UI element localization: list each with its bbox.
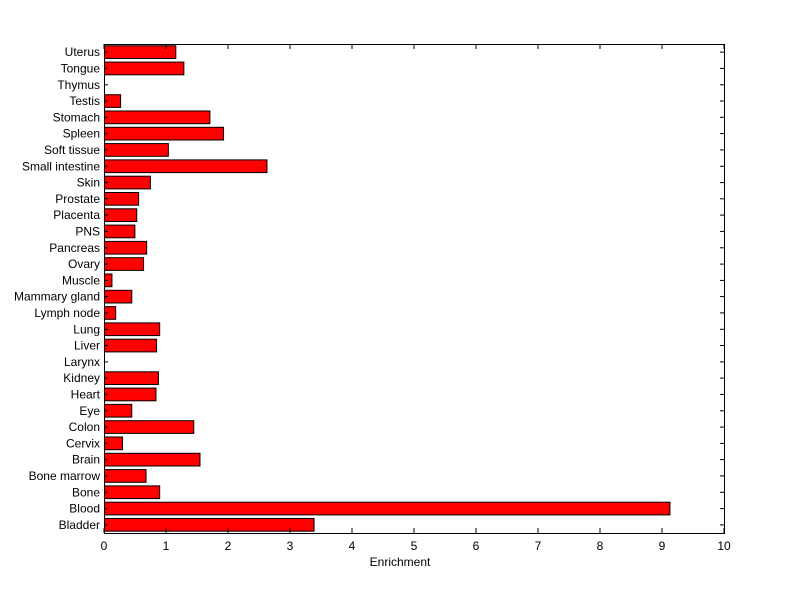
y-tick-label: Tongue	[61, 61, 101, 75]
x-tick-label: 3	[287, 539, 294, 553]
y-tick-label: Bladder	[59, 518, 100, 532]
bar-heart	[104, 387, 157, 402]
bar-placenta	[104, 208, 138, 222]
bar-bone-marrow	[104, 469, 147, 483]
y-tick-label: Larynx	[64, 355, 100, 369]
axis-ticks: Bladder Blood Bone Bone marrow Brain Cervix Co…	[14, 44, 731, 553]
bar-prostate	[104, 191, 140, 206]
y-tick-label: Placenta	[53, 208, 100, 222]
bars	[104, 45, 671, 532]
bar-mammary-gland	[104, 289, 133, 304]
x-tick-label: 6	[473, 539, 480, 553]
x-tick-label: 7	[535, 539, 542, 553]
y-tick-label: Small intestine	[22, 159, 100, 173]
bar-stomach	[104, 110, 211, 125]
y-tick-label: Lung	[73, 322, 100, 336]
bar-skin	[104, 175, 151, 190]
y-tick-label: Prostate	[55, 192, 100, 206]
y-tick-label: Brain	[72, 453, 100, 467]
bar-tongue	[104, 61, 185, 76]
y-tick-label: Bone	[72, 485, 100, 499]
y-tick-label: Soft tissue	[44, 143, 100, 157]
bar-bone	[104, 485, 161, 500]
x-tick-label: 8	[597, 539, 604, 553]
y-tick-label: Eye	[79, 404, 100, 418]
bar-small-intestine	[104, 159, 268, 174]
y-tick-label: Uterus	[65, 45, 100, 59]
x-axis-label: Enrichment	[369, 555, 431, 569]
y-tick-label: Kidney	[63, 371, 100, 385]
x-tick-label: 4	[349, 539, 356, 553]
bar-pancreas	[104, 240, 148, 255]
x-tick-label: 5	[411, 539, 418, 553]
y-tick-label: Skin	[77, 176, 100, 190]
y-tick-label: Testis	[69, 94, 100, 108]
y-tick-label: Muscle	[62, 273, 100, 287]
bar-eye	[104, 403, 133, 418]
bar-kidney	[104, 371, 159, 386]
y-tick-label: Blood	[69, 502, 100, 516]
y-tick-label: Bone marrow	[29, 469, 101, 483]
bar-blood	[104, 501, 671, 516]
y-tick-label: Heart	[71, 387, 101, 401]
y-tick-label: Pancreas	[49, 241, 100, 255]
bar-spleen	[104, 126, 225, 141]
bar-liver	[104, 338, 158, 353]
y-tick-label: Mammary gland	[14, 290, 100, 304]
y-tick-label: Ovary	[68, 257, 100, 271]
bar-ovary	[104, 257, 145, 271]
bar-uterus	[104, 45, 177, 60]
x-tick-label: 2	[225, 539, 232, 553]
y-tick-label: Stomach	[53, 110, 100, 124]
y-tick-label: PNS	[75, 224, 100, 238]
y-tick-label: Spleen	[63, 127, 100, 141]
x-tick-label: 9	[659, 539, 666, 553]
x-tick-label: 10	[717, 539, 731, 553]
bar-lung	[104, 322, 161, 337]
y-tick-label: Liver	[74, 339, 100, 353]
y-tick-label: Colon	[69, 420, 100, 434]
bar-brain	[104, 452, 201, 467]
bar-pns	[104, 224, 136, 239]
x-tick-label: 0	[101, 539, 108, 553]
y-tick-label: Cervix	[66, 436, 100, 450]
bar-colon	[104, 420, 195, 434]
x-tick-label: 1	[163, 539, 170, 553]
bar-soft-tissue	[104, 143, 169, 157]
y-tick-label: Lymph node	[34, 306, 100, 320]
axes-frame	[104, 44, 725, 534]
y-tick-label: Thymus	[57, 78, 100, 92]
bar-bladder	[104, 517, 315, 532]
